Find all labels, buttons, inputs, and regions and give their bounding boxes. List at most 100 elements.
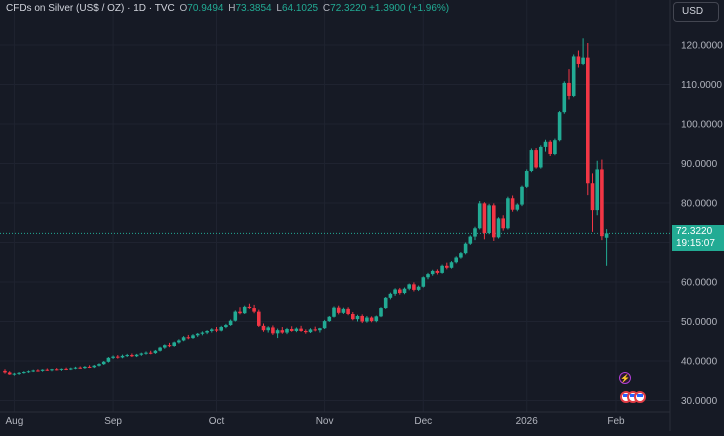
candle-body: [214, 329, 219, 331]
x-tick-label: Feb: [607, 416, 625, 427]
y-tick-label: 120.0000: [681, 41, 723, 52]
candle-body: [36, 370, 40, 372]
candle-body: [285, 329, 289, 333]
candle-body: [369, 317, 374, 322]
candle-body: [510, 198, 515, 210]
candle-body: [327, 316, 332, 322]
candle-body: [379, 308, 383, 317]
candle-body: [454, 257, 458, 263]
candle-body: [515, 204, 520, 210]
bar-countdown: 19:15:07: [676, 238, 715, 250]
candle-body: [402, 288, 407, 294]
candle-body: [383, 297, 388, 309]
candle-body: [581, 57, 585, 64]
candle-body: [257, 311, 261, 326]
candle-body: [586, 57, 590, 184]
y-tick-label: 40.0000: [681, 357, 718, 368]
candle-body: [78, 367, 82, 369]
candle-body: [477, 203, 482, 229]
candle-body: [449, 262, 454, 268]
candle-body: [294, 328, 299, 331]
candle-body: [205, 330, 209, 333]
candle-body: [412, 284, 416, 290]
candle-body: [416, 286, 421, 290]
candle-body: [600, 169, 604, 237]
candle-body: [101, 361, 106, 365]
candle-body: [407, 284, 411, 289]
candle-body: [26, 371, 31, 373]
candle-body: [233, 311, 238, 321]
candle-body: [308, 329, 313, 333]
candle-body: [496, 218, 501, 238]
candle-body: [125, 355, 129, 357]
us-flag-event-icon[interactable]: [634, 391, 646, 403]
x-tick-label: Nov: [316, 416, 334, 427]
y-tick-label: 30.0000: [681, 396, 718, 407]
candle-body: [12, 373, 17, 375]
candle-body: [506, 198, 510, 229]
candle-body: [473, 228, 477, 237]
candle-body: [576, 56, 581, 64]
candle-body: [45, 369, 50, 371]
candle-body: [186, 337, 191, 339]
x-tick-label: Sep: [104, 416, 122, 427]
candle-body: [191, 335, 195, 339]
candle-body: [398, 289, 402, 294]
legend-symbol: CFDs on Silver (US$ / OZ) · 1D · TVC: [6, 3, 175, 14]
candle-body: [73, 367, 78, 369]
y-tick-label: 50.0000: [681, 317, 718, 328]
legend-close-value: 72.3220: [330, 3, 367, 14]
candle-body: [534, 150, 538, 168]
candle-body: [167, 345, 172, 347]
x-tick-label: Dec: [414, 416, 432, 427]
last-price-value: 72.3220: [676, 226, 713, 238]
last-price-label: 72.3220 19:15:07: [672, 225, 724, 252]
candle-body: [501, 218, 505, 229]
candle-body: [435, 270, 440, 273]
candle-body: [195, 333, 200, 336]
candle-body: [346, 308, 350, 314]
candle-body: [144, 352, 148, 354]
y-tick-label: 90.0000: [681, 159, 718, 170]
candle-body: [567, 82, 571, 96]
candle-body: [351, 313, 355, 320]
legend-low-value: 64.1025: [281, 3, 319, 14]
candle-body: [83, 366, 87, 369]
candle-body: [487, 205, 491, 234]
lightning-event-icon[interactable]: ⚡: [619, 372, 631, 384]
candle-body: [252, 308, 256, 312]
candle-body: [553, 140, 557, 155]
candle-body: [280, 330, 285, 333]
legend-close-label: C: [322, 3, 331, 14]
candle-body: [336, 307, 341, 313]
candle-body: [106, 357, 111, 362]
candle-body: [557, 112, 562, 141]
candle-body: [148, 352, 153, 354]
x-tick-label: Oct: [209, 416, 225, 427]
candle-body: [40, 369, 45, 371]
candle-body: [604, 233, 609, 238]
candle-body: [520, 186, 524, 205]
candle-body: [92, 365, 97, 368]
candle-body: [445, 265, 449, 268]
candle-body: [87, 366, 92, 368]
candle-body: [210, 329, 214, 331]
legend-open-label: O: [179, 3, 188, 14]
legend-high-label: H: [228, 3, 236, 14]
candle-body: [440, 265, 444, 273]
y-tick-label: 100.0000: [681, 120, 723, 131]
candle-body: [261, 325, 266, 331]
candle-body: [543, 141, 548, 147]
legend-change: +1.3900 (+1.96%): [369, 3, 450, 14]
candle-body: [524, 171, 529, 187]
candle-body: [228, 320, 233, 326]
candle-body: [247, 306, 252, 309]
candle-body: [50, 369, 54, 371]
candle-body: [299, 328, 303, 331]
candle-body: [482, 203, 487, 234]
currency-button[interactable]: USD: [673, 2, 719, 22]
candle-body: [17, 372, 21, 374]
candle-body: [304, 330, 308, 333]
